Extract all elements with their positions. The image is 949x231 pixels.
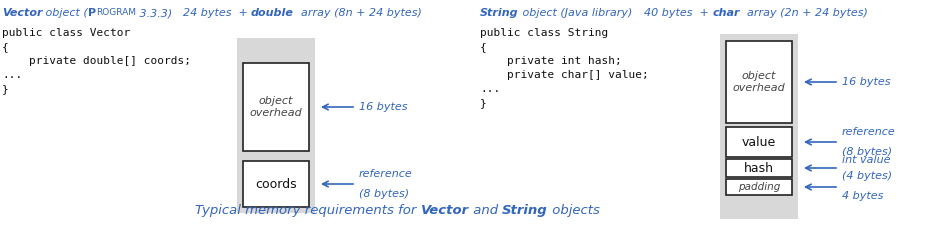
Text: char: char	[713, 8, 740, 18]
Bar	[726, 159, 792, 177]
Bar	[237, 38, 315, 213]
Text: {: {	[2, 42, 9, 52]
Text: String: String	[502, 204, 548, 217]
Text: object (Java library): object (Java library)	[518, 8, 632, 18]
Text: P: P	[88, 8, 97, 18]
Text: {: {	[480, 42, 487, 52]
Bar	[243, 63, 309, 151]
Bar	[726, 41, 792, 123]
Text: (8 bytes): (8 bytes)	[359, 189, 409, 199]
Text: public class String: public class String	[480, 28, 608, 38]
Text: Typical memory requirements for: Typical memory requirements for	[195, 204, 420, 217]
Text: Vector: Vector	[420, 204, 469, 217]
Text: ROGRAM: ROGRAM	[97, 8, 137, 17]
Bar	[726, 127, 792, 157]
Text: }: }	[2, 84, 9, 94]
Text: String: String	[480, 8, 518, 18]
Text: object
overhead: object overhead	[250, 96, 303, 118]
Bar	[720, 34, 798, 219]
Text: object (: object (	[43, 8, 88, 18]
Text: int value: int value	[842, 155, 890, 165]
Text: coords: coords	[255, 177, 297, 191]
Text: public class Vector: public class Vector	[2, 28, 130, 38]
Text: ...: ...	[2, 70, 22, 80]
Text: value: value	[742, 136, 776, 149]
Text: 40 bytes  +: 40 bytes +	[644, 8, 713, 18]
Bar	[243, 161, 309, 207]
Text: }: }	[480, 98, 487, 108]
Text: 3.3.3): 3.3.3)	[137, 8, 173, 18]
Text: 16 bytes: 16 bytes	[842, 77, 890, 87]
Text: padding: padding	[737, 182, 780, 192]
Text: private char[] value;: private char[] value;	[480, 70, 649, 80]
Text: hash: hash	[744, 161, 774, 174]
Text: (8 bytes): (8 bytes)	[842, 147, 892, 157]
Text: array (8n + 24 bytes): array (8n + 24 bytes)	[294, 8, 421, 18]
Text: ...: ...	[480, 84, 500, 94]
Text: 16 bytes: 16 bytes	[359, 102, 407, 112]
Text: reference: reference	[359, 169, 413, 179]
Text: objects: objects	[548, 204, 600, 217]
Text: array (2n + 24 bytes): array (2n + 24 bytes)	[740, 8, 867, 18]
Bar	[726, 179, 792, 195]
Text: private double[] coords;: private double[] coords;	[2, 56, 191, 66]
Text: (4 bytes): (4 bytes)	[842, 171, 892, 181]
Text: double: double	[251, 8, 294, 18]
Text: object
overhead: object overhead	[733, 71, 786, 93]
Text: Vector: Vector	[2, 8, 43, 18]
Text: 4 bytes: 4 bytes	[842, 191, 884, 201]
Text: private int hash;: private int hash;	[480, 56, 622, 66]
Text: reference: reference	[842, 127, 896, 137]
Text: and: and	[469, 204, 502, 217]
Text: 24 bytes  +: 24 bytes +	[182, 8, 251, 18]
